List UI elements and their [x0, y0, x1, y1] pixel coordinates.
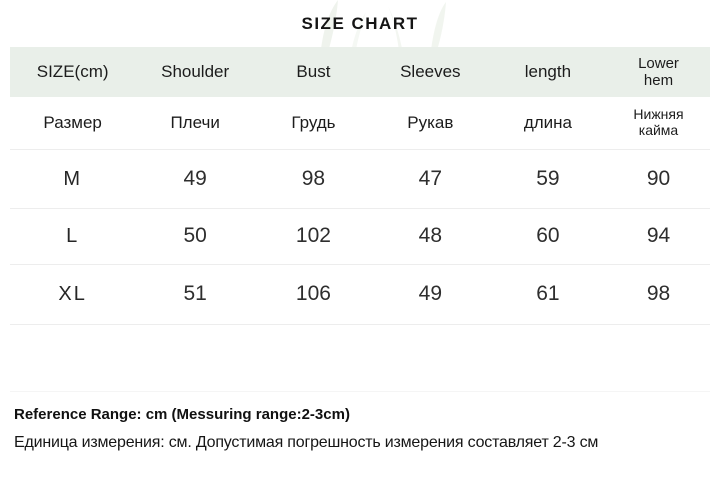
table-cell-length: 59 — [536, 166, 560, 190]
reference-range-note: Reference Range: cm (Messuring range:2-3… — [14, 406, 350, 423]
column-subheader-length: длина — [523, 113, 572, 133]
table-cell-shoulder: 49 — [183, 166, 207, 190]
size-label: L — [66, 225, 80, 247]
size-label: XL — [58, 283, 87, 305]
table-cell-sleeves: 49 — [418, 282, 442, 306]
table-cell-length: 61 — [536, 282, 560, 306]
measurement-unit-note-ru: Единица измерения: см. Допустимая погреш… — [14, 434, 599, 451]
table-row-xl: XL 51 106 49 61 98 — [10, 265, 710, 325]
table-cell-shoulder: 50 — [183, 224, 207, 248]
table-cell-lower-hem: 90 — [646, 166, 671, 190]
column-subheader-sleeves: Рукав — [407, 113, 454, 133]
column-subheader-lower-hem: Нижняя кайма — [607, 106, 710, 140]
column-header-lower-hem-label: Lower hem — [638, 54, 679, 89]
table-cell-shoulder: 51 — [183, 282, 207, 306]
column-header-size: SIZE(cm) — [36, 62, 109, 82]
table-cell-length: 60 — [536, 224, 560, 248]
column-subheader-shoulder: Плечи — [170, 113, 220, 133]
table-row-m: M 49 98 47 59 90 — [10, 150, 710, 209]
column-header-lower-hem: Lower hem — [607, 55, 710, 90]
column-header-bust: Bust — [296, 62, 331, 82]
table-cell-sleeves: 47 — [418, 166, 442, 190]
column-header-sleeves: Sleeves — [400, 62, 461, 82]
table-row-l: L 50 102 48 60 94 — [10, 209, 710, 265]
table-cell-bust: 102 — [295, 224, 331, 248]
page-title: SIZE CHART — [301, 13, 419, 33]
empty-table-row — [10, 325, 710, 392]
table-cell-bust: 98 — [301, 166, 326, 190]
table-cell-lower-hem: 98 — [646, 282, 671, 306]
table-header-english: SIZE(cm) Shoulder Bust Sleeves length Lo… — [10, 47, 710, 97]
table-cell-lower-hem: 94 — [646, 224, 671, 248]
column-subheader-lower-hem-label: Нижняя кайма — [633, 106, 684, 139]
column-subheader-size: Размер — [43, 113, 102, 133]
table-cell-sleeves: 48 — [418, 224, 442, 248]
size-label: M — [63, 167, 82, 190]
table-header-russian: Размер Плечи Грудь Рукав длина Нижняя ка… — [10, 97, 710, 150]
column-subheader-bust: Грудь — [291, 113, 336, 133]
title-bar: SIZE CHART — [0, 0, 720, 47]
table-cell-bust: 106 — [295, 282, 331, 306]
measurement-notes: Reference Range: cm (Messuring range:2-3… — [0, 392, 720, 452]
column-header-shoulder: Shoulder — [161, 62, 230, 82]
size-table: SIZE(cm) Shoulder Bust Sleeves length Lo… — [10, 47, 710, 392]
column-header-length: length — [524, 62, 572, 82]
